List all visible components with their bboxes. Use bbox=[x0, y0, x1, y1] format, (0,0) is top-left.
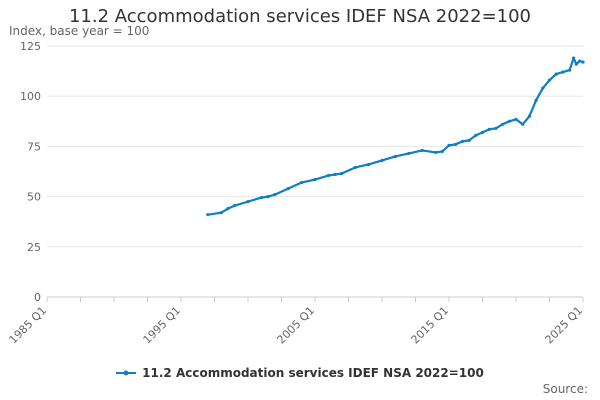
data-point[interactable] bbox=[454, 142, 458, 146]
data-point[interactable] bbox=[206, 213, 210, 217]
y-axis-label: Index, base year = 100 bbox=[9, 24, 150, 38]
data-point[interactable] bbox=[246, 200, 250, 204]
data-point[interactable] bbox=[286, 186, 290, 191]
x-axis bbox=[46, 296, 584, 302]
y-tick-label: 25 bbox=[27, 241, 41, 254]
data-point[interactable] bbox=[226, 207, 230, 211]
data-point[interactable] bbox=[333, 172, 337, 177]
data-point[interactable] bbox=[407, 151, 411, 156]
data-point[interactable] bbox=[507, 119, 511, 123]
x-tick-label: 2005 Q1 bbox=[275, 304, 318, 347]
data-point[interactable] bbox=[467, 138, 471, 142]
data-point[interactable] bbox=[434, 150, 438, 155]
data-point[interactable] bbox=[233, 204, 237, 208]
data-point[interactable] bbox=[460, 139, 464, 143]
gridlines bbox=[47, 45, 583, 248]
x-tick-label: 1985 Q1 bbox=[7, 304, 50, 347]
data-point[interactable] bbox=[420, 148, 424, 153]
data-point[interactable] bbox=[561, 70, 565, 74]
x-tick-label: 2015 Q1 bbox=[409, 304, 452, 347]
data-point[interactable] bbox=[259, 196, 263, 200]
data-point[interactable] bbox=[494, 126, 498, 130]
data-point[interactable] bbox=[273, 192, 277, 197]
data-point[interactable] bbox=[501, 122, 505, 126]
data-point[interactable] bbox=[541, 86, 545, 90]
data-point[interactable] bbox=[554, 72, 558, 76]
data-point[interactable] bbox=[521, 122, 525, 126]
data-point[interactable] bbox=[353, 165, 357, 170]
data-point[interactable] bbox=[574, 62, 578, 66]
series-line[interactable] bbox=[206, 56, 585, 216]
y-tick-label: 50 bbox=[27, 191, 41, 204]
source-label: Source: bbox=[542, 382, 588, 396]
data-point[interactable] bbox=[219, 211, 223, 215]
y-tick-label: 100 bbox=[20, 90, 41, 103]
data-point[interactable] bbox=[572, 56, 576, 60]
data-point[interactable] bbox=[474, 133, 478, 137]
data-point[interactable] bbox=[578, 59, 582, 63]
data-point[interactable] bbox=[380, 158, 384, 163]
data-point[interactable] bbox=[568, 68, 572, 72]
series-layer bbox=[206, 56, 585, 217]
data-point[interactable] bbox=[527, 114, 532, 118]
x-axis-ticks: 1985 Q1 1995 Q1 2005 Q1 2015 Q1 2025 Q1 bbox=[7, 304, 586, 347]
data-point[interactable] bbox=[367, 162, 371, 167]
data-point[interactable] bbox=[440, 149, 444, 154]
legend-item[interactable]: 11.2 Accommodation services IDEF NSA 202… bbox=[116, 366, 484, 380]
y-axis-ticks: 0 25 50 75 100 125 bbox=[20, 40, 41, 304]
legend[interactable]: 11.2 Accommodation services IDEF NSA 202… bbox=[0, 366, 600, 381]
data-point[interactable] bbox=[581, 60, 585, 64]
y-tick-label: 75 bbox=[27, 140, 41, 153]
data-point[interactable] bbox=[266, 195, 270, 199]
data-point[interactable] bbox=[547, 78, 552, 82]
legend-line-marker-icon bbox=[116, 370, 137, 376]
data-point[interactable] bbox=[393, 154, 397, 159]
legend-label: 11.2 Accommodation services IDEF NSA 202… bbox=[142, 366, 484, 380]
data-point[interactable] bbox=[534, 98, 538, 102]
data-point[interactable] bbox=[313, 177, 317, 182]
chart-title: 11.2 Accommodation services IDEF NSA 202… bbox=[68, 6, 532, 27]
data-point[interactable] bbox=[447, 143, 451, 147]
x-tick-label: 2025 Q1 bbox=[543, 304, 586, 347]
x-tick-label: 1995 Q1 bbox=[141, 304, 184, 347]
y-tick-label: 125 bbox=[20, 40, 41, 53]
data-point[interactable] bbox=[300, 180, 304, 185]
data-point[interactable] bbox=[514, 117, 518, 121]
data-point[interactable] bbox=[326, 173, 330, 178]
data-point[interactable] bbox=[480, 130, 485, 134]
data-point[interactable] bbox=[340, 171, 344, 176]
data-point[interactable] bbox=[487, 127, 491, 131]
y-tick-label: 0 bbox=[34, 291, 41, 304]
